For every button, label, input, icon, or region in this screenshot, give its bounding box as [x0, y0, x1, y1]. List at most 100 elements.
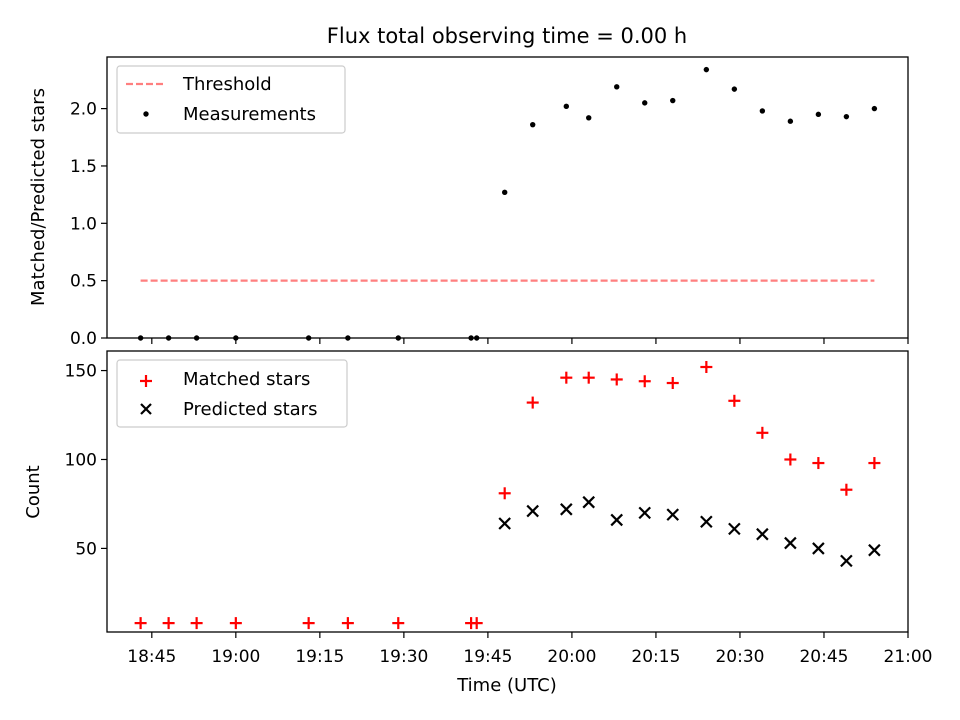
chart-title: Flux total observing time = 0.00 h — [327, 24, 687, 48]
matched-star-point — [162, 617, 175, 630]
top-y-tick-label: 2.0 — [70, 100, 97, 120]
bottom-plot-area — [134, 361, 881, 630]
bottom-legend: Matched stars Predicted stars — [116, 359, 348, 428]
legend-measurements-label: Measurements — [183, 104, 316, 125]
measurement-point — [703, 66, 710, 73]
bottom-y-axis-label: Count — [23, 465, 44, 518]
predicted-x-b — [610, 513, 624, 527]
measurement-point — [787, 118, 794, 124]
x-tick-label: 19:30 — [379, 647, 428, 667]
matched-star-point — [341, 617, 354, 630]
predicted-star-point — [728, 522, 741, 536]
predicted-star-point — [666, 508, 680, 521]
x-tick-label: 20:00 — [547, 647, 596, 667]
x-tick-label: 21:00 — [884, 647, 933, 667]
measurement-point — [815, 111, 822, 118]
bottom-y-tick-label: 150 — [65, 362, 97, 382]
measurement-point — [759, 108, 766, 114]
legend-threshold-label: Threshold — [182, 74, 272, 95]
predicted-x-b — [638, 506, 652, 520]
predicted-x-b — [582, 495, 595, 509]
top-legend-box — [116, 65, 346, 134]
predicted-star-point — [582, 495, 595, 509]
matched-star-point — [498, 487, 511, 500]
matched-star-point — [812, 457, 825, 470]
predicted-star-point — [868, 543, 881, 557]
top-y-tick-label: 1.0 — [70, 214, 97, 234]
matched-star-point — [470, 617, 483, 630]
matched-star-point — [700, 361, 713, 374]
predicted-x-b — [868, 543, 881, 557]
x-tick-label: 20:15 — [631, 647, 680, 667]
bottom-axes-frame — [106, 350, 909, 633]
predicted-x-b — [840, 554, 853, 568]
x-tick-label: 18:45 — [127, 647, 176, 667]
top-legend: Threshold Measurements — [116, 65, 346, 134]
top-y-tick-label: 0.5 — [70, 272, 97, 292]
matched-star-point — [868, 457, 881, 470]
predicted-star-point — [700, 515, 713, 529]
predicted-x-b — [560, 503, 573, 516]
top-y-tick-label: 1.5 — [70, 157, 97, 177]
predicted-star-point — [560, 503, 573, 516]
predicted-x-b — [812, 542, 825, 555]
predicted-star-point — [812, 542, 825, 555]
matched-star-point — [190, 617, 203, 630]
matched-star-point — [840, 483, 853, 496]
measurement-point — [871, 105, 878, 112]
x-tick-label: 19:15 — [295, 647, 344, 667]
predicted-x-b — [526, 504, 539, 518]
predicted-star-point — [840, 554, 853, 568]
top-panel: 0.00.51.01.52.0 Matched/Predicted stars … — [28, 56, 909, 349]
bottom-legend-box — [116, 359, 348, 428]
predicted-star-point — [498, 517, 511, 530]
matched-star-point — [638, 375, 651, 388]
matched-star-point — [134, 617, 147, 630]
matched-star-point — [302, 617, 315, 630]
matched-legend-swatch — [140, 375, 152, 387]
predicted-star-point — [610, 513, 624, 527]
predicted-x-b — [498, 517, 511, 530]
measurement-point — [642, 100, 648, 106]
matched-star-point — [392, 617, 405, 630]
predicted-x-b — [666, 508, 680, 521]
measurement-point — [670, 97, 676, 104]
measurement-point — [843, 113, 850, 120]
bottom-x-axis: 18:45 19:00 19:15 19:30 19:45 20:00 20:15 20:30… — [127, 632, 933, 667]
top-x-axis — [151, 338, 909, 344]
matched-star-point — [784, 453, 797, 466]
bottom-y-axis: 50 100 150 — [65, 362, 107, 559]
x-tick-label: 19:00 — [211, 647, 260, 667]
top-y-tick-label: 0.0 — [70, 329, 97, 349]
bottom-panel: 50 100 150 18:45 19:00 19:15 19:30 19:45 20:00 2… — [23, 350, 933, 696]
matched-star-point — [229, 617, 242, 630]
predicted-star-point — [526, 504, 539, 518]
measurements-legend-swatch — [143, 111, 149, 117]
x-tick-label: 20:30 — [715, 647, 764, 667]
matched-star-point — [610, 373, 623, 386]
measurement-point — [501, 189, 508, 196]
predicted-star-point — [784, 536, 797, 550]
predicted-star-point — [638, 506, 652, 520]
matched-star-point — [560, 371, 573, 384]
measurement-point — [530, 121, 536, 128]
predicted-star-point — [756, 527, 769, 541]
bottom-y-tick-label: 100 — [65, 450, 97, 470]
top-y-axis-label: Matched/Predicted stars — [28, 88, 49, 306]
matched-star-point — [756, 426, 769, 439]
top-axes-frame — [106, 56, 909, 339]
top-y-axis: 0.0 0.5 1.0 1.5 2.0 — [70, 100, 107, 349]
predicted-x-b — [784, 536, 797, 550]
x-tick-label: 19:45 — [463, 647, 512, 667]
matched-star-point — [728, 394, 741, 407]
measurement-point — [731, 86, 738, 92]
x-axis-label: Time (UTC) — [456, 675, 557, 696]
matched-star-point — [526, 396, 539, 409]
measurement-point — [563, 103, 570, 110]
bottom-y-tick-label: 50 — [75, 539, 97, 559]
x-tick-label: 20:45 — [799, 647, 848, 667]
predicted-x-b — [700, 515, 713, 529]
measurement-point — [614, 84, 620, 90]
measurement-point — [586, 115, 592, 121]
